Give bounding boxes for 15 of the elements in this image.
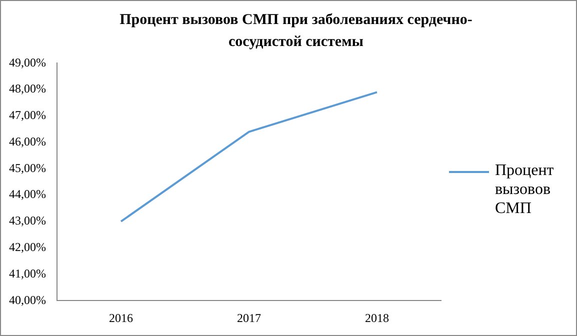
- x-tick-label: 2017: [237, 310, 261, 325]
- y-tick-label: 45,00%: [8, 160, 46, 175]
- y-tick-label: 44,00%: [8, 187, 46, 202]
- chart-title: Процент вызовов СМП при заболеваниях сердечно-сосудистой системы: [118, 11, 474, 52]
- y-tick-label: 43,00%: [8, 214, 46, 228]
- legend-label: Процент вызовов СМП: [495, 161, 555, 218]
- x-tick-label: 2016: [108, 310, 133, 325]
- y-tick-label: 49,00%: [8, 55, 46, 70]
- x-tick-label: 2018: [365, 310, 389, 325]
- y-tick-label: 42,00%: [8, 240, 46, 254]
- y-tick-label: 46,00%: [8, 134, 46, 148]
- y-tick-label: 47,00%: [8, 108, 46, 122]
- y-tick-label: 41,00%: [8, 266, 46, 280]
- y-tick-label: 40,00%: [8, 292, 46, 307]
- y-tick-label: 48,00%: [8, 82, 46, 96]
